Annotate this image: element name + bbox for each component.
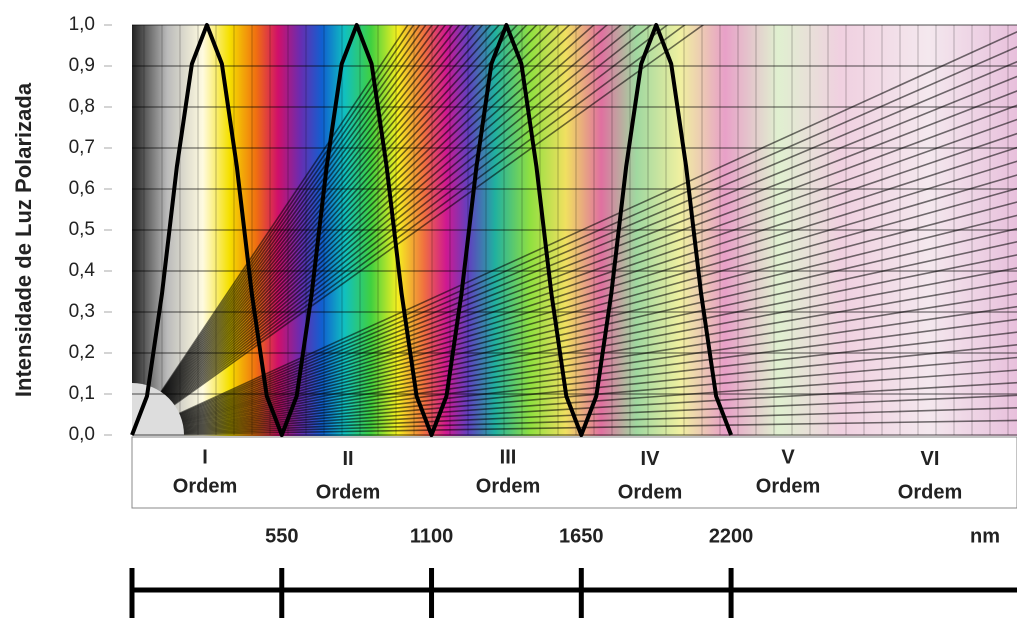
birefringence-line <box>132 419 1017 436</box>
intensity-curve <box>130 23 733 437</box>
birefringence-line <box>132 25 653 436</box>
birefringence-line <box>132 46 1017 436</box>
order-word: Ordem <box>618 481 682 503</box>
birefringence-line <box>132 25 447 436</box>
birefringence-line <box>132 267 1017 436</box>
birefringence-line <box>132 25 538 436</box>
birefringence-line <box>132 31 1017 436</box>
birefringence-line <box>132 381 1017 436</box>
birefringence-line <box>132 75 1017 436</box>
order-word: Ordem <box>898 481 962 503</box>
order-band <box>131 436 1017 509</box>
birefringence-line <box>132 356 1017 436</box>
y-tick-label: 0,2 <box>69 342 95 363</box>
birefringence-line <box>132 201 1017 436</box>
order-numeral: IV <box>641 448 661 470</box>
birefringence-line <box>132 394 1017 436</box>
y-tick-label: 0,4 <box>69 260 96 281</box>
birefringence-line <box>132 25 476 436</box>
y-tick-label: 0,8 <box>69 96 95 117</box>
y-tick-label: 0,6 <box>69 178 95 199</box>
birefringence-line <box>132 280 1017 436</box>
birefringence-line <box>132 25 454 436</box>
y-tick-label: 0,5 <box>69 219 95 240</box>
birefringence-line <box>132 187 1017 436</box>
birefringence-line <box>132 214 1017 436</box>
y-tick-label: 0,9 <box>69 55 95 76</box>
y-tick-label: 0,1 <box>69 383 95 404</box>
birefringence-line <box>132 118 1017 436</box>
y-tick-label: 0,0 <box>69 424 95 445</box>
order-numeral: III <box>500 446 517 468</box>
birefringence-line <box>132 25 415 436</box>
birefringence-line <box>132 90 1017 436</box>
birefringence-line <box>132 25 623 436</box>
birefringence-line <box>132 254 1017 436</box>
y-axis-label: Intensidade de Luz Polarizada <box>11 82 36 397</box>
birefringence-line <box>132 25 571 436</box>
y-tick-label: 0,3 <box>69 301 95 322</box>
birefringence-line <box>132 25 501 436</box>
birefringence-line <box>132 60 1017 436</box>
order-word: Ordem <box>316 481 380 503</box>
birefringence-line <box>132 146 1017 436</box>
birefringence-line <box>132 25 461 436</box>
birefringence-line <box>132 25 434 436</box>
birefringence-line <box>132 25 440 436</box>
y-tick-label: 1,0 <box>69 14 95 35</box>
order-word: Ordem <box>476 475 540 497</box>
x-tick-label: 2200 <box>709 525 754 547</box>
order-word: Ordem <box>173 475 237 497</box>
birefringence-line <box>132 25 421 436</box>
birefringence-line <box>132 25 637 436</box>
birefringence-line <box>132 104 1017 436</box>
x-tick-label: 550 <box>265 525 298 547</box>
birefringence-line <box>132 293 1017 436</box>
birefringence-line <box>132 25 427 436</box>
birefringence-line <box>132 25 686 436</box>
birefringence-line <box>132 331 1017 436</box>
order-numeral: II <box>342 448 353 470</box>
birefringence-line <box>132 25 669 436</box>
birefringence-line <box>132 25 595 436</box>
order-word: Ordem <box>756 475 820 497</box>
birefringence-line <box>132 369 1017 436</box>
x-unit: nm <box>970 525 1000 547</box>
birefringence-line <box>132 25 705 436</box>
birefringence-line <box>132 160 1017 436</box>
x-tick-label: 1650 <box>559 525 604 547</box>
birefringence-line <box>132 25 484 436</box>
x-tick-label: 1100 <box>410 525 453 547</box>
birefringence-line <box>132 25 560 436</box>
birefringence-line <box>132 25 583 436</box>
birefringence-line <box>132 407 1017 436</box>
birefringence-line <box>132 25 549 436</box>
birefringence-line <box>132 25 609 436</box>
y-tick-label: 0,7 <box>69 137 95 158</box>
birefringence-line <box>132 305 1017 436</box>
birefringence-line <box>132 132 1017 436</box>
birefringence-line <box>132 25 468 436</box>
birefringence-line <box>132 227 1017 436</box>
birefringence-line <box>132 318 1017 436</box>
order-numeral: VI <box>921 448 940 470</box>
birefringence-line <box>132 25 528 436</box>
order-numeral: I <box>202 446 208 468</box>
birefringence-line <box>132 25 409 436</box>
birefringence-line <box>132 25 492 436</box>
order-numeral: V <box>781 446 795 468</box>
birefringence-line <box>132 241 1017 436</box>
birefringence-line <box>132 174 1017 436</box>
birefringence-line <box>132 344 1017 436</box>
birefringence-lines <box>132 25 1017 436</box>
